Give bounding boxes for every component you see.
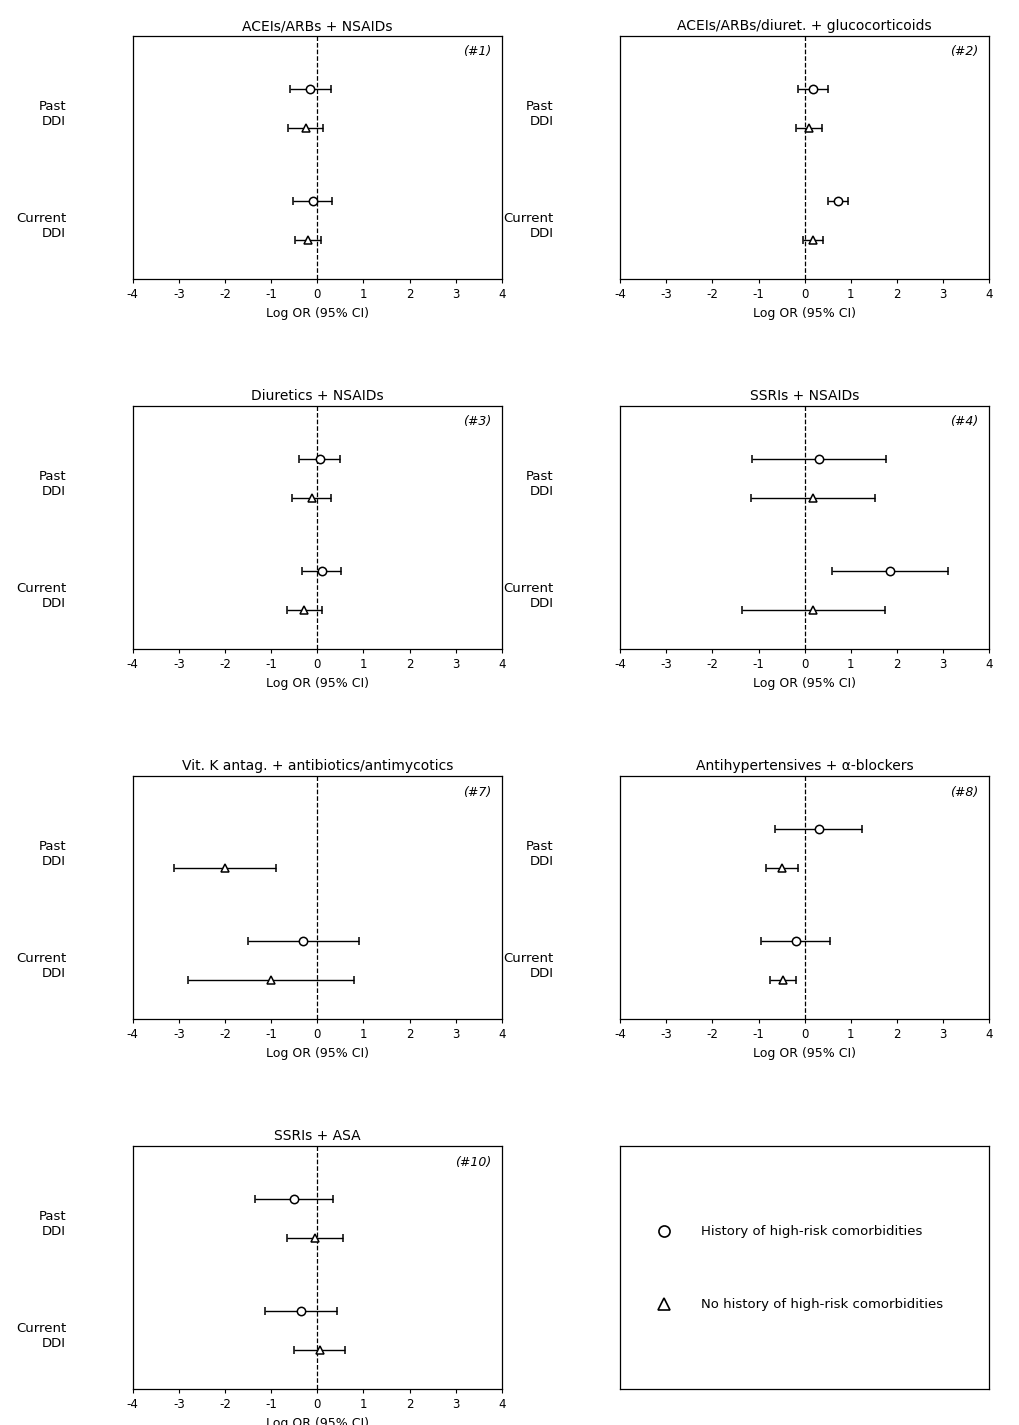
X-axis label: Log OR (95% CI): Log OR (95% CI) xyxy=(266,1047,369,1060)
Text: No history of high-risk comorbidities: No history of high-risk comorbidities xyxy=(701,1298,943,1311)
Text: Past
DDI: Past DDI xyxy=(39,100,66,128)
Text: (#2): (#2) xyxy=(949,46,977,58)
Text: (#7): (#7) xyxy=(463,785,490,798)
Text: Current
DDI: Current DDI xyxy=(16,581,66,610)
Text: Current
DDI: Current DDI xyxy=(502,211,553,239)
Text: Current
DDI: Current DDI xyxy=(502,581,553,610)
Title: Antihypertensives + α-blockers: Antihypertensives + α-blockers xyxy=(695,760,913,774)
X-axis label: Log OR (95% CI): Log OR (95% CI) xyxy=(266,1416,369,1425)
Text: Current
DDI: Current DDI xyxy=(16,952,66,980)
Title: ACEIs/ARBs + NSAIDs: ACEIs/ARBs + NSAIDs xyxy=(242,19,392,33)
X-axis label: Log OR (95% CI): Log OR (95% CI) xyxy=(266,306,369,319)
Title: Diuretics + NSAIDs: Diuretics + NSAIDs xyxy=(251,389,383,403)
Text: (#10): (#10) xyxy=(454,1156,490,1168)
X-axis label: Log OR (95% CI): Log OR (95% CI) xyxy=(266,677,369,690)
Title: SSRIs + NSAIDs: SSRIs + NSAIDs xyxy=(749,389,859,403)
Text: Current
DDI: Current DDI xyxy=(16,211,66,239)
Text: Past
DDI: Past DDI xyxy=(526,839,553,868)
Text: History of high-risk comorbidities: History of high-risk comorbidities xyxy=(701,1224,922,1238)
Text: (#3): (#3) xyxy=(463,416,490,429)
Text: Past
DDI: Past DDI xyxy=(526,470,553,497)
X-axis label: Log OR (95% CI): Log OR (95% CI) xyxy=(752,306,855,319)
Title: Vit. K antag. + antibiotics/antimycotics: Vit. K antag. + antibiotics/antimycotics xyxy=(181,760,452,774)
X-axis label: Log OR (95% CI): Log OR (95% CI) xyxy=(752,677,855,690)
Text: (#8): (#8) xyxy=(949,785,977,798)
Text: (#1): (#1) xyxy=(463,46,490,58)
Text: Past
DDI: Past DDI xyxy=(526,100,553,128)
Text: Current
DDI: Current DDI xyxy=(502,952,553,980)
Title: SSRIs + ASA: SSRIs + ASA xyxy=(274,1130,360,1143)
X-axis label: Log OR (95% CI): Log OR (95% CI) xyxy=(752,1047,855,1060)
Title: ACEIs/ARBs/diuret. + glucocorticoids: ACEIs/ARBs/diuret. + glucocorticoids xyxy=(677,19,931,33)
Text: (#4): (#4) xyxy=(949,416,977,429)
Text: Past
DDI: Past DDI xyxy=(39,1210,66,1238)
Text: Past
DDI: Past DDI xyxy=(39,839,66,868)
Text: Past
DDI: Past DDI xyxy=(39,470,66,497)
Text: Current
DDI: Current DDI xyxy=(16,1322,66,1349)
